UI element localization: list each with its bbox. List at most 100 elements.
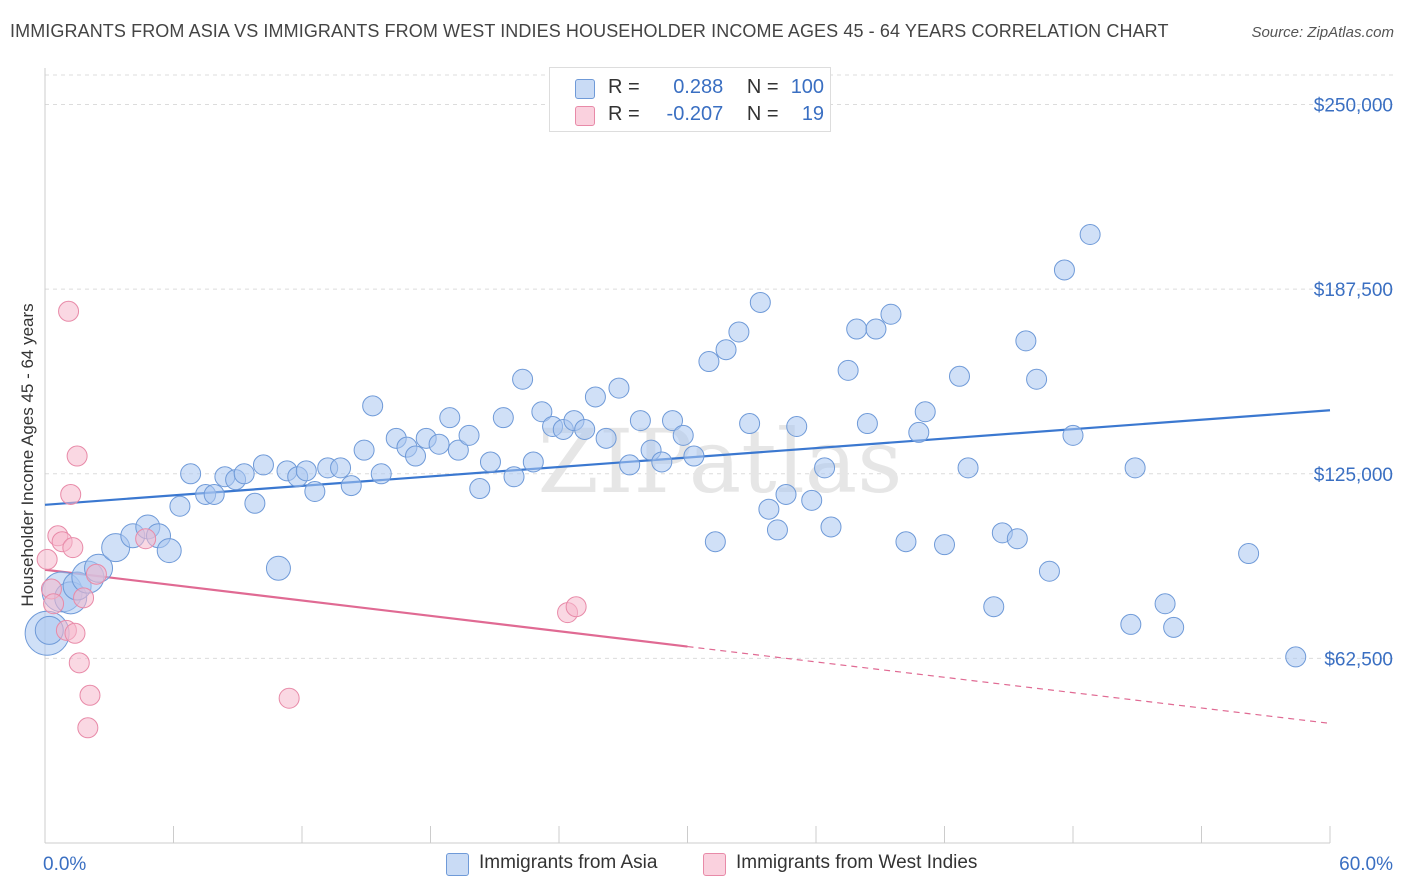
asia-point — [252, 454, 274, 476]
legend-r-label: R = — [608, 76, 640, 98]
asia-point — [233, 463, 255, 485]
x-tick-labels: 0.0% 60.0% — [43, 854, 1393, 875]
asia-point — [340, 475, 362, 497]
asia-point — [439, 407, 461, 429]
west-indies-point — [135, 528, 157, 550]
asia-point — [814, 457, 836, 479]
asia-point — [1120, 613, 1142, 635]
legend: R = 0.288 N = 100 R = -0.207 N = 19 — [549, 67, 831, 132]
west-indies-point — [79, 684, 101, 706]
asia-point — [749, 291, 771, 313]
west-indies-point — [68, 652, 90, 674]
asia-point — [948, 365, 970, 387]
asia-point — [865, 318, 887, 340]
asia-point — [1015, 330, 1037, 352]
asia-point — [846, 318, 868, 340]
west-indies-point — [60, 483, 82, 505]
asia-point — [244, 492, 266, 514]
asia-point — [895, 531, 917, 553]
asia-point — [574, 418, 596, 440]
asia-point — [584, 386, 606, 408]
asia-point — [428, 433, 450, 455]
asia-point — [739, 413, 761, 435]
asia-point — [908, 421, 930, 443]
legend-r-value: -0.207 — [666, 103, 724, 125]
asia-point — [775, 483, 797, 505]
legend-r-value: 0.288 — [673, 76, 724, 98]
west-indies-point — [565, 596, 587, 618]
legend-n-label: N = — [746, 76, 779, 98]
west-indies-point — [36, 548, 58, 570]
source-label: Source: ZipAtlas.com — [1251, 24, 1394, 41]
west-indies-trend-extension — [687, 645, 1331, 724]
asia-point — [837, 359, 859, 381]
asia-point — [629, 410, 651, 432]
bottom-legend: Immigrants from Asia Immigrants from Wes… — [0, 851, 1406, 877]
asia-point — [156, 538, 182, 564]
asia-point — [1163, 616, 1185, 638]
legend-swatch-asia — [575, 79, 595, 99]
y-tick-labels: $62,500 $125,000 $187,500 $250,000 — [1314, 96, 1393, 671]
asia-point — [662, 410, 684, 432]
asia-point — [1238, 543, 1260, 565]
west-indies-point — [58, 300, 80, 322]
legend-n-label: N = — [746, 103, 779, 125]
asia-point — [651, 451, 673, 473]
asia-point — [698, 351, 720, 373]
asia-point — [957, 457, 979, 479]
y-tick-label: $250,000 — [1314, 96, 1393, 117]
asia-point — [801, 489, 823, 511]
west-indies-point — [62, 537, 84, 559]
west-indies-trend-line — [44, 568, 688, 648]
asia-point — [856, 413, 878, 435]
asia-point — [479, 451, 501, 473]
west-indies-point — [64, 622, 86, 644]
asia-point — [492, 407, 514, 429]
west-indies-point — [73, 587, 95, 609]
asia-point — [1053, 259, 1075, 281]
asia-point — [503, 466, 525, 488]
asia-point — [1026, 368, 1048, 390]
bottom-legend-label-west-indies: Immigrants from West Indies — [736, 852, 978, 873]
chart-title: IMMIGRANTS FROM ASIA VS IMMIGRANTS FROM … — [10, 21, 1169, 41]
axes — [44, 68, 1331, 844]
asia-point — [758, 498, 780, 520]
west-indies-point — [43, 593, 65, 615]
asia-point — [704, 531, 726, 553]
legend-swatch-west-indies — [575, 106, 595, 126]
asia-point — [370, 463, 392, 485]
asia-point — [203, 483, 225, 505]
asia-point — [353, 439, 375, 461]
asia-point — [522, 451, 544, 473]
y-tick-label: $62,500 — [1324, 649, 1393, 670]
x-tick-label: 0.0% — [43, 854, 86, 875]
asia-point — [512, 368, 534, 390]
asia-point — [169, 495, 191, 517]
asia-point — [608, 377, 630, 399]
asia-point — [766, 519, 788, 541]
west-indies-point — [85, 563, 107, 585]
bottom-legend-swatch-asia — [446, 853, 469, 876]
data-points — [24, 224, 1307, 739]
y-tick-label: $125,000 — [1314, 465, 1393, 486]
asia-point — [934, 534, 955, 556]
grid-lines — [45, 74, 1394, 659]
west-indies-point — [278, 687, 300, 709]
asia-point — [531, 401, 553, 423]
asia-point — [1079, 224, 1101, 246]
asia-point — [405, 445, 427, 467]
asia-point — [304, 480, 326, 502]
bottom-legend-swatch-west-indies — [703, 853, 726, 876]
asia-point — [458, 424, 480, 446]
asia-point — [619, 454, 641, 476]
asia-point — [1038, 560, 1060, 582]
asia-point — [1006, 528, 1028, 550]
asia-point — [683, 445, 705, 467]
x-tick-label: 60.0% — [1339, 854, 1393, 875]
asia-point — [715, 339, 737, 361]
y-axis-label: Householder Income Ages 45 - 64 years — [18, 303, 37, 607]
asia-point — [880, 303, 902, 325]
asia-point — [983, 596, 1005, 618]
asia-point — [447, 439, 469, 461]
asia-point — [362, 395, 384, 417]
